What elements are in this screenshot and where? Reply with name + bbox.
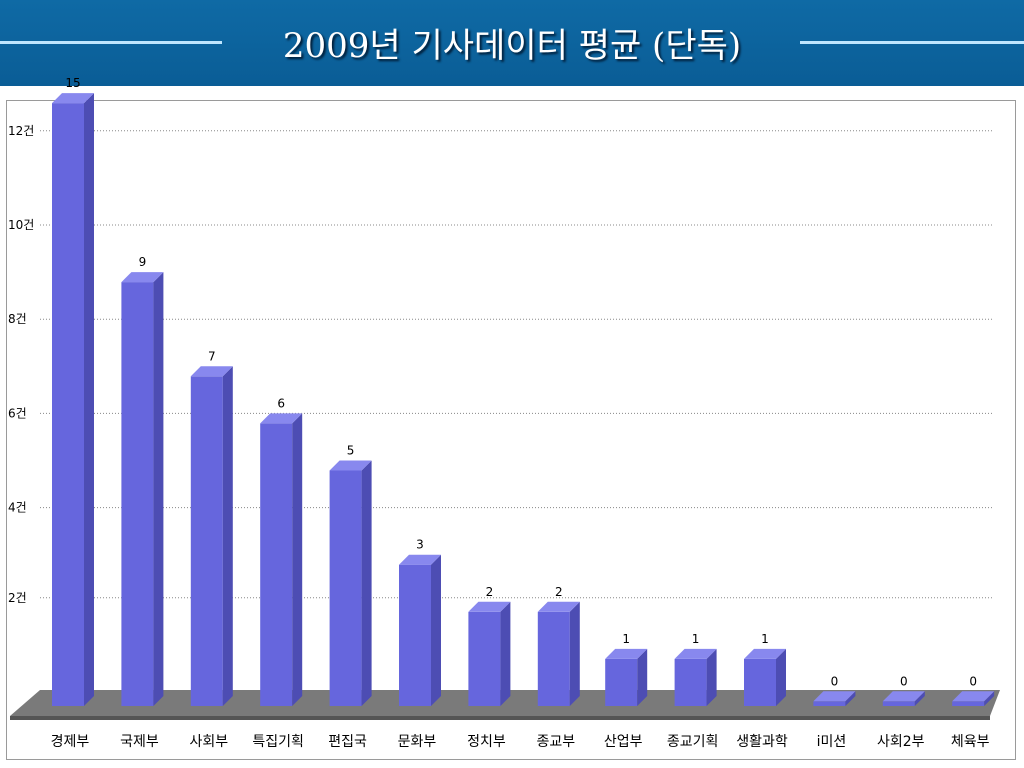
bar [260,423,293,706]
bar-side [84,93,94,707]
data-label: 0 [900,674,908,688]
data-label: 9 [139,255,147,269]
category-label: 종교기획 [667,734,719,750]
bar-top [260,413,303,424]
bar-top [399,554,441,565]
y-tick-label: 8건 [8,312,27,326]
data-label: 7 [208,349,216,363]
category-label: 사회부 [189,734,228,750]
bar-top [813,691,856,702]
data-label: 0 [831,674,839,688]
bar [674,658,707,706]
y-tick-label: 6건 [8,406,27,420]
bar-side [222,366,233,706]
data-label: 5 [347,444,355,458]
data-label: 1 [622,632,630,646]
bar-side [845,691,856,706]
bar-top [744,648,786,659]
data-label: 6 [277,396,285,410]
category-label: 산업부 [604,734,643,750]
category-label: 정치부 [467,734,506,750]
category-label: 생활과학 [736,734,788,750]
bar [952,701,985,706]
bar [329,470,362,706]
bar [399,564,431,706]
y-tick-label: 2건 [8,591,27,605]
chart-floor-front [10,716,990,720]
bar-side [431,554,441,706]
bar-side [292,413,303,706]
data-label: 3 [416,538,424,552]
bar-top [121,272,164,283]
bar [813,701,846,706]
bar-side [500,601,511,706]
data-label: 0 [969,674,977,688]
bar [537,611,570,706]
header-rule-right [800,41,1024,44]
slide-title: 2009년 기사데이터 평균 (단독) [282,26,742,66]
category-label: 체육부 [951,734,990,750]
data-label: 15 [65,76,80,90]
bar-side [361,460,372,706]
bar [744,658,776,706]
category-label: 사회2부 [877,734,925,750]
category-label: 종교부 [536,734,575,750]
bar-top [190,366,233,377]
category-label: i미션 [817,734,847,750]
header-rule-left [0,41,222,44]
bar-side [569,601,580,706]
bar [468,611,501,706]
data-label: 1 [761,632,769,646]
bar-side [706,648,717,706]
bar-top [952,691,995,702]
chart-frame [6,100,1016,760]
bar [121,282,154,706]
y-tick-label: 4건 [8,501,27,515]
bar-top [537,601,580,612]
bar [190,376,223,706]
bar [52,103,84,707]
category-label: 문화부 [398,734,437,750]
bar-top [468,601,511,612]
bar-top [674,648,717,659]
data-label: 1 [692,632,700,646]
bar-top [882,691,925,702]
category-label: 편집국 [328,734,367,750]
header-bar: 2009년 기사데이터 평균 (단독) [0,0,1024,86]
bar-top [329,460,372,471]
bar-side [153,272,164,706]
y-tick-label: 10건 [8,218,34,232]
bar-side [776,648,786,706]
bar [605,658,638,706]
category-label: 경제부 [51,734,90,750]
bar [882,701,915,706]
bar-side [914,691,925,706]
bar-top [605,648,648,659]
data-label: 2 [555,585,563,599]
data-label: 2 [486,585,494,599]
category-label: 국제부 [120,734,159,750]
bar-top [52,93,94,104]
bar-side [637,648,648,706]
category-label: 특집기획 [252,734,304,750]
y-tick-label: 12건 [8,124,34,138]
bar-side [984,691,995,706]
